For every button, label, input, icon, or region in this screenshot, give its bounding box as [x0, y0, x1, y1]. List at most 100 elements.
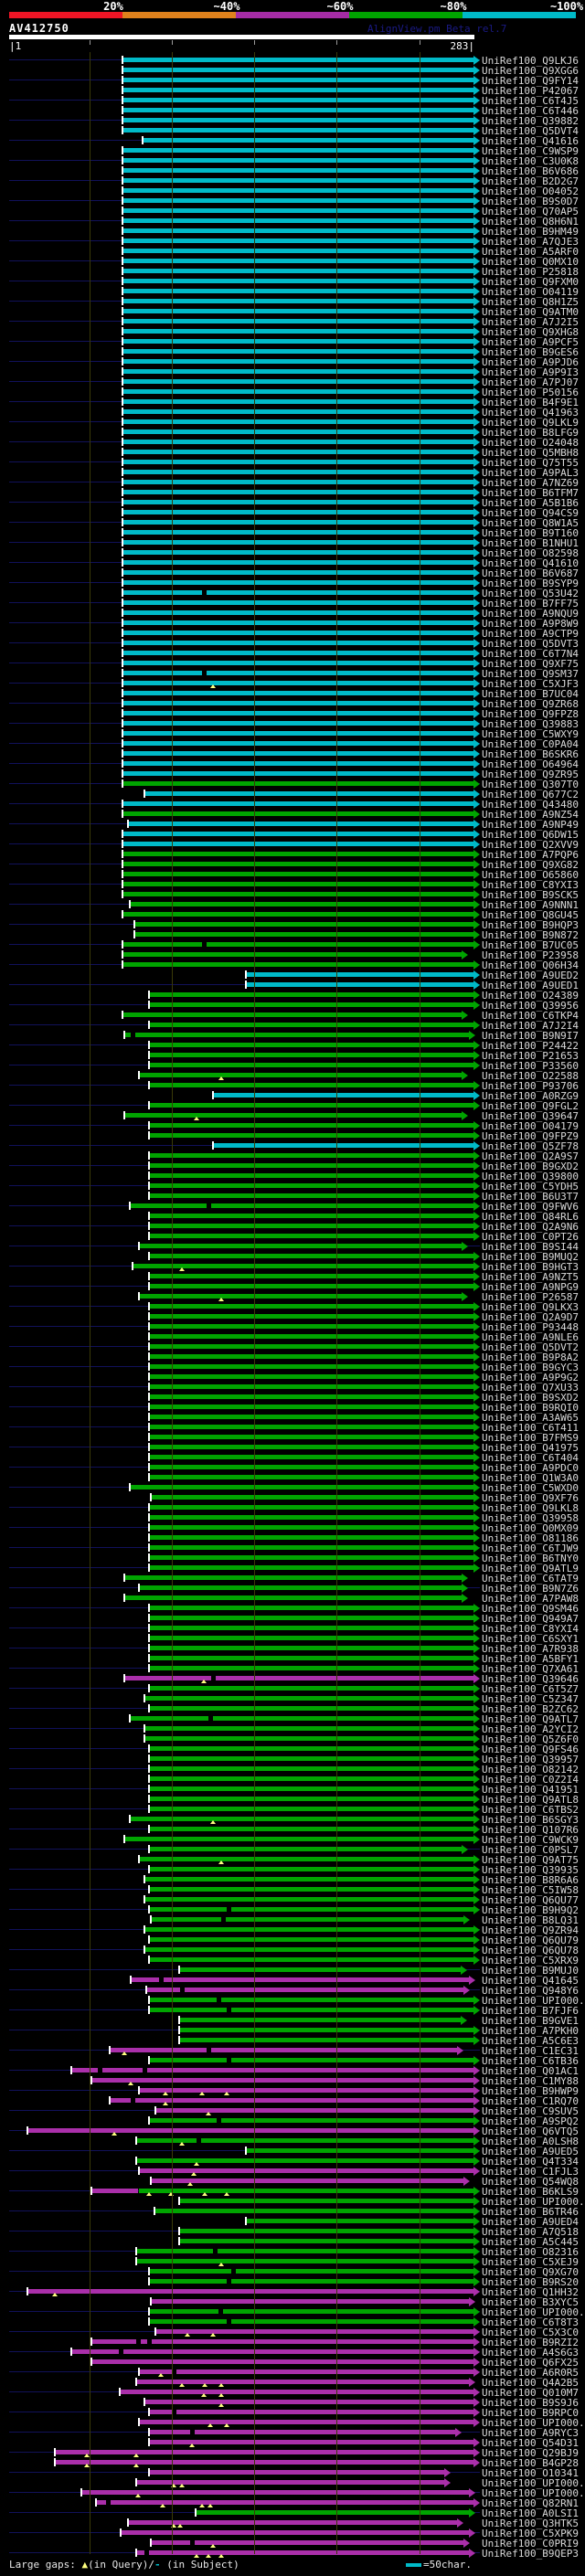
subject-label[interactable]: UniRef100_C6TKP4	[482, 1010, 579, 1022]
subject-label[interactable]: UniRef100_Q2XVV9	[482, 839, 579, 851]
alignment-bar[interactable]	[122, 711, 473, 716]
alignment-row[interactable]: UniRef100_Q4A2B5	[0, 2377, 585, 2389]
alignment-row[interactable]: UniRef100_C5IW58	[0, 1884, 585, 1896]
alignment-bar[interactable]	[122, 399, 473, 404]
subject-label[interactable]: UniRef100_B7FF75	[482, 598, 579, 610]
alignment-bar[interactable]	[149, 1827, 473, 1831]
alignment-bar[interactable]	[122, 98, 473, 102]
alignment-row[interactable]: UniRef100_Q8GU45	[0, 909, 585, 921]
alignment-row[interactable]: UniRef100_C5WXY9	[0, 728, 585, 740]
alignment-row[interactable]: UniRef100_A4S6G3	[0, 2347, 585, 2359]
alignment-bar[interactable]	[122, 349, 473, 354]
alignment-row[interactable]: UniRef100_A9NNN1	[0, 899, 585, 911]
subject-label[interactable]: UniRef100_Q6QU77	[482, 1894, 579, 1906]
alignment-bar[interactable]	[149, 1515, 473, 1520]
alignment-bar[interactable]	[122, 892, 473, 896]
alignment-bar[interactable]	[122, 610, 473, 615]
alignment-bar[interactable]	[135, 2480, 444, 2485]
alignment-row[interactable]: UniRef100_B9SI44	[0, 1241, 585, 1253]
subject-label[interactable]: UniRef100_Q9ATL7	[482, 1713, 579, 1725]
alignment-row[interactable]: UniRef100_O24048	[0, 437, 585, 449]
subject-label[interactable]: UniRef100_Q06H34	[482, 959, 579, 971]
alignment-bar[interactable]	[91, 2339, 473, 2344]
alignment-bar[interactable]	[149, 1364, 473, 1369]
alignment-row[interactable]: UniRef100_P24422	[0, 1040, 585, 1052]
subject-label[interactable]: UniRef100_P26587	[482, 1291, 579, 1303]
alignment-row[interactable]: UniRef100_Q107R6	[0, 1824, 585, 1836]
alignment-row[interactable]: UniRef100_B6U3T7	[0, 1191, 585, 1203]
subject-label[interactable]: UniRef100_C8YXI4	[482, 1623, 579, 1635]
subject-label[interactable]: UniRef100_O24048	[482, 437, 579, 449]
alignment-bar[interactable]	[122, 359, 473, 364]
alignment-row[interactable]: UniRef100_B4GP28	[0, 2457, 585, 2469]
alignment-bar[interactable]	[149, 1193, 473, 1198]
alignment-row[interactable]: UniRef100_Q9FWV6	[0, 1201, 585, 1213]
subject-label[interactable]: UniRef100_A0RZG9	[482, 1090, 579, 1102]
subject-label[interactable]: UniRef100_B6U3T7	[482, 1191, 579, 1203]
alignment-row[interactable]: UniRef100_B7UC04	[0, 688, 585, 700]
alignment-bar[interactable]	[246, 972, 473, 977]
subject-label[interactable]: UniRef100_C6TJW9	[482, 1542, 579, 1554]
subject-label[interactable]: UniRef100_A9UED5	[482, 2146, 579, 2157]
subject-label[interactable]: UniRef100_C1MY88	[482, 2075, 579, 2087]
alignment-bar[interactable]	[149, 1445, 473, 1449]
alignment-bar[interactable]	[122, 952, 463, 957]
alignment-bar[interactable]	[155, 2108, 473, 2113]
subject-label[interactable]: UniRef100_Q39957	[482, 1754, 579, 1765]
alignment-row[interactable]: UniRef100_Q8W1A5	[0, 517, 585, 529]
subject-label[interactable]: UniRef100_B9T160	[482, 527, 579, 539]
alignment-row[interactable]: UniRef100_C6SXY1	[0, 1633, 585, 1645]
subject-label[interactable]: UniRef100_Q8GU45	[482, 909, 579, 921]
alignment-bar[interactable]	[149, 1153, 473, 1158]
alignment-bar[interactable]	[122, 641, 473, 645]
alignment-row[interactable]: UniRef100_A7NZ69	[0, 477, 585, 489]
subject-label[interactable]: UniRef100_UPI000..	[482, 1995, 585, 2007]
alignment-bar[interactable]	[124, 1595, 463, 1600]
alignment-row[interactable]: UniRef100_P33560	[0, 1060, 585, 1072]
alignment-row[interactable]: UniRef100_Q9ATM0	[0, 306, 585, 318]
subject-label[interactable]: UniRef100_Q41645	[482, 1975, 579, 1987]
alignment-bar[interactable]	[122, 88, 473, 92]
alignment-bar[interactable]	[149, 1334, 473, 1339]
alignment-row[interactable]: UniRef100_C5Z347	[0, 1693, 585, 1705]
alignment-bar[interactable]	[122, 108, 473, 112]
alignment-bar[interactable]	[122, 741, 473, 746]
subject-label[interactable]: UniRef100_Q41610	[482, 557, 579, 569]
alignment-bar[interactable]	[149, 1083, 473, 1087]
subject-label[interactable]: UniRef100_A9PDC0	[482, 1462, 579, 1474]
alignment-bar[interactable]	[154, 2209, 473, 2213]
alignment-bar[interactable]	[149, 2269, 473, 2274]
alignment-bar[interactable]	[122, 661, 473, 665]
alignment-row[interactable]: UniRef100_Q39956	[0, 1000, 585, 1012]
subject-label[interactable]: UniRef100_B9GES6	[482, 346, 579, 358]
alignment-row[interactable]: UniRef100_Q7XA61	[0, 1663, 585, 1675]
subject-label[interactable]: UniRef100_B4GP28	[482, 2457, 579, 2469]
alignment-bar[interactable]	[149, 1545, 473, 1550]
alignment-row[interactable]: UniRef100_Q6FX25	[0, 2357, 585, 2369]
alignment-bar[interactable]	[149, 1847, 463, 1851]
alignment-row[interactable]: UniRef100_C6T8T3	[0, 2316, 585, 2328]
subject-label[interactable]: UniRef100_B9H9Q2	[482, 1904, 579, 1916]
alignment-row[interactable]: UniRef100_B9RPC0	[0, 2407, 585, 2419]
alignment-bar[interactable]	[96, 2500, 473, 2505]
alignment-row[interactable]: UniRef100_B6SKR6	[0, 748, 585, 760]
alignment-bar[interactable]	[149, 1103, 473, 1108]
alignment-bar[interactable]	[122, 389, 473, 394]
alignment-row[interactable]: UniRef100_B9HQP3	[0, 919, 585, 931]
alignment-bar[interactable]	[91, 2189, 138, 2193]
alignment-row[interactable]: UniRef100_Q9LKX3	[0, 1301, 585, 1313]
alignment-bar[interactable]	[149, 1304, 473, 1309]
subject-label[interactable]: UniRef100_C5WXD0	[482, 1482, 579, 1494]
alignment-row[interactable]: UniRef100_Q01AC1	[0, 2065, 585, 2077]
alignment-bar[interactable]	[122, 470, 473, 474]
alignment-row[interactable]: UniRef100_B1NHU1	[0, 537, 585, 549]
subject-label[interactable]: UniRef100_B9RZI2	[482, 2337, 579, 2348]
alignment-row[interactable]: UniRef100_Q3HTK5	[0, 2518, 585, 2529]
alignment-bar[interactable]	[122, 1012, 463, 1017]
alignment-bar[interactable]	[122, 289, 473, 293]
alignment-bar[interactable]	[122, 158, 473, 163]
alignment-row[interactable]: UniRef100_C1EC31	[0, 2045, 585, 2057]
alignment-bar[interactable]	[144, 1736, 473, 1741]
subject-label[interactable]: UniRef100_Q75T55	[482, 457, 579, 469]
subject-label[interactable]: UniRef100_A7PJ07	[482, 376, 579, 388]
